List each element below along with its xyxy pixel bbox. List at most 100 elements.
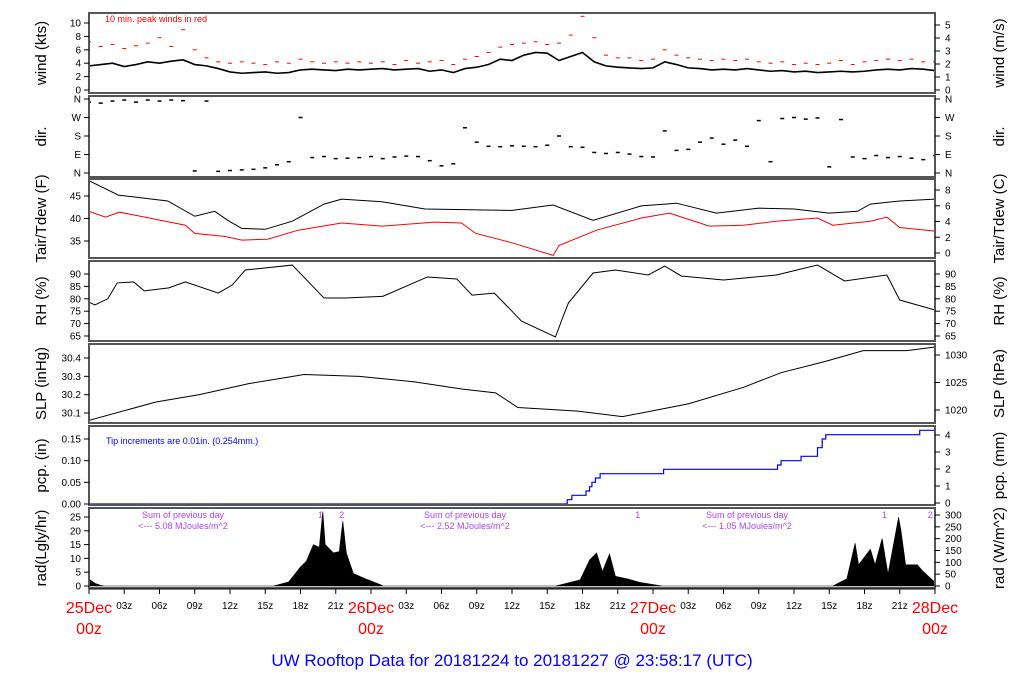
- right-axis-title: Tair/Tdew (C): [991, 173, 1008, 263]
- right-tick-label: 200: [945, 534, 962, 545]
- x-axis: 03z 06z 09z 12z 15z 18z 21z 03z 06z 09z 12z 15z 18z 2…: [66, 588, 958, 638]
- right-tick-label: 0: [945, 582, 951, 593]
- right-tick-label: 0: [945, 86, 951, 97]
- plot-area: [89, 99, 935, 173]
- panel-pcp: 0.00 0.05 0.10 0.15 0 1 2 3 4 pcp. (in) pcp. (mm) T…: [33, 425, 1008, 511]
- right-tick-label: 70: [945, 319, 957, 330]
- precip-line: [89, 429, 935, 505]
- left-tick-label: 0: [75, 86, 81, 97]
- right-axis-title: RH (%): [991, 276, 1008, 325]
- panel-temp: 35 40 45 0 2 4 6 8 Tair/Tdew (F) Tair/Tdew (C): [33, 173, 1008, 263]
- x-tick-label: 03z: [116, 601, 132, 612]
- left-tick-label: 10: [70, 19, 82, 30]
- x-tick-label: 06z: [715, 601, 731, 612]
- left-tick-label: 25: [70, 513, 82, 524]
- x-tick-label: 03z: [398, 601, 414, 612]
- right-tick-label: 300: [945, 511, 962, 522]
- peak-marker: 1: [635, 510, 640, 520]
- x-tick-label: 18z: [292, 601, 308, 612]
- x-tick-label: 12z: [786, 601, 802, 612]
- right-tick-label: W: [945, 113, 955, 124]
- right-tick-label: 8: [945, 186, 951, 197]
- panel-frame: [88, 260, 936, 342]
- plot-area: [89, 15, 935, 75]
- left-tick-label: 2: [75, 72, 81, 83]
- right-tick-label: 2: [945, 465, 951, 476]
- right-tick-label: 1025: [945, 378, 968, 389]
- slp-line: [89, 346, 935, 421]
- x-tick-label: 12z: [504, 601, 520, 612]
- right-tick-label: E: [945, 150, 952, 161]
- right-tick-label: 3: [945, 448, 951, 459]
- peak-wind-note: 10 min. peak winds in red: [105, 14, 207, 24]
- plot-area: [89, 264, 935, 338]
- left-tick-label: 4: [75, 59, 81, 70]
- right-tick-label: 65: [945, 332, 957, 343]
- right-axis-title: wind (m/s): [991, 18, 1008, 88]
- x-tick-label: 15z: [539, 601, 555, 612]
- panel-rad: 0510152025050100150200250300rad(Lgly/hr)…: [33, 507, 1008, 593]
- day-label: 27Dec: [630, 600, 676, 617]
- peak-marker: 2: [339, 510, 344, 520]
- left-tick-label: 0: [75, 582, 81, 593]
- peak-marker: 1: [318, 510, 323, 520]
- x-tick-label: 03z: [680, 601, 696, 612]
- right-tick-label: 1: [945, 482, 951, 493]
- panel-wind: 0 2 4 6 8 10 0 1 2 3 4 5 wind (kts) wind (m/s) 10 min.…: [33, 12, 1008, 97]
- right-tick-label: 4: [945, 34, 951, 45]
- right-tick-label: 250: [945, 522, 962, 533]
- tip-increment-note: Tip increments are 0.01in. (0.254mm.): [106, 436, 258, 446]
- left-tick-label: 6: [75, 45, 81, 56]
- x-tick-label: 21z: [328, 601, 344, 612]
- panel-frame: [88, 507, 936, 589]
- day-label: 26Dec: [348, 600, 394, 617]
- daily-sum-label: Sum of previous day: [142, 510, 225, 520]
- x-tick-label: 15z: [821, 601, 837, 612]
- right-tick-label: 5: [945, 21, 951, 32]
- right-tick-label: 1020: [945, 406, 968, 417]
- left-tick-label: S: [74, 132, 81, 143]
- right-tick-label: S: [945, 132, 952, 143]
- daily-sum-label: Sum of previous day: [706, 510, 789, 520]
- day-time-label: 00z: [922, 621, 948, 638]
- left-tick-label: 5: [75, 568, 81, 579]
- right-tick-label: 2: [945, 233, 951, 244]
- left-tick-label: 30.4: [62, 354, 82, 365]
- chart-title: UW Rooftop Data for 20181224 to 20181227…: [271, 651, 752, 670]
- panel-frame: [88, 12, 936, 94]
- right-tick-label: 0: [945, 249, 951, 260]
- left-tick-label: 0.10: [62, 456, 82, 467]
- x-tick-label: 12z: [222, 601, 238, 612]
- right-tick-label: 2: [945, 60, 951, 71]
- right-tick-label: 150: [945, 546, 962, 557]
- left-tick-label: 45: [70, 192, 82, 203]
- x-tick-label: 06z: [151, 601, 167, 612]
- peak-marker: 2: [928, 510, 933, 520]
- left-axis-title: pcp. (in): [33, 438, 50, 492]
- day-label: 28Dec: [912, 600, 958, 617]
- left-tick-label: 0.00: [62, 500, 82, 511]
- panel-frame: [88, 425, 936, 506]
- plot-area: [89, 511, 935, 587]
- left-tick-label: E: [74, 150, 81, 161]
- peak-marker: 1: [882, 510, 887, 520]
- right-tick-label: 75: [945, 307, 957, 318]
- right-tick-label: 90: [945, 270, 957, 281]
- day-label: 25Dec: [66, 600, 112, 617]
- radiation-area: [89, 511, 935, 587]
- panel-frame: [88, 343, 936, 424]
- plot-area: [89, 180, 935, 256]
- x-tick-label: 06z: [433, 601, 449, 612]
- right-axis-title: dir.: [991, 126, 1008, 146]
- left-tick-label: 0.15: [62, 435, 82, 446]
- left-tick-label: 85: [70, 282, 82, 293]
- x-tick-label: 09z: [469, 601, 485, 612]
- daily-sum-value: <--- 1.05 MJoules/m^2: [702, 521, 792, 531]
- wind-speed-line: [89, 51, 935, 75]
- day-time-label: 00z: [640, 621, 666, 638]
- right-tick-label: 80: [945, 294, 957, 305]
